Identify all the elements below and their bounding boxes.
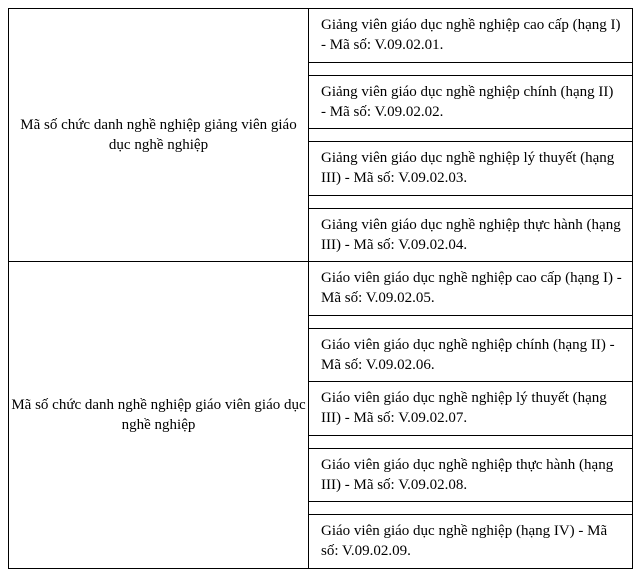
table-row: Mã số chức danh nghề nghiệp giáo viên gi… xyxy=(9,262,633,569)
item-cell: Giáo viên giáo dục nghề nghiệp thực hành… xyxy=(309,448,632,502)
item-cell: Giáo viên giáo dục nghề nghiệp (hạng IV)… xyxy=(309,515,632,568)
items-inner-table: Giáo viên giáo dục nghề nghiệp cao cấp (… xyxy=(309,262,632,568)
item-cell: Giáo viên giáo dục nghề nghiệp chính (hạ… xyxy=(309,328,632,382)
category-cell: Mã số chức danh nghề nghiệp giáo viên gi… xyxy=(9,262,309,569)
codes-table: Mã số chức danh nghề nghiệp giảng viên g… xyxy=(8,8,633,569)
items-cell: Giảng viên giáo dục nghề nghiệp cao cấp … xyxy=(309,9,633,262)
item-cell: Giảng viên giáo dục nghề nghiệp cao cấp … xyxy=(309,9,632,62)
items-inner-table: Giảng viên giáo dục nghề nghiệp cao cấp … xyxy=(309,9,632,261)
item-cell: Giảng viên giáo dục nghề nghiệp lý thuyế… xyxy=(309,142,632,196)
items-cell: Giáo viên giáo dục nghề nghiệp cao cấp (… xyxy=(309,262,633,569)
item-cell: Giảng viên giáo dục nghề nghiệp thực hàn… xyxy=(309,208,632,261)
category-cell: Mã số chức danh nghề nghiệp giảng viên g… xyxy=(9,9,309,262)
item-cell: Giáo viên giáo dục nghề nghiệp cao cấp (… xyxy=(309,262,632,315)
item-cell: Giảng viên giáo dục nghề nghiệp chính (h… xyxy=(309,75,632,129)
table-row: Mã số chức danh nghề nghiệp giảng viên g… xyxy=(9,9,633,262)
category-label: Mã số chức danh nghề nghiệp giảng viên g… xyxy=(20,117,296,153)
category-label: Mã số chức danh nghề nghiệp giáo viên gi… xyxy=(11,397,305,433)
item-cell: Giáo viên giáo dục nghề nghiệp lý thuyết… xyxy=(309,382,632,436)
